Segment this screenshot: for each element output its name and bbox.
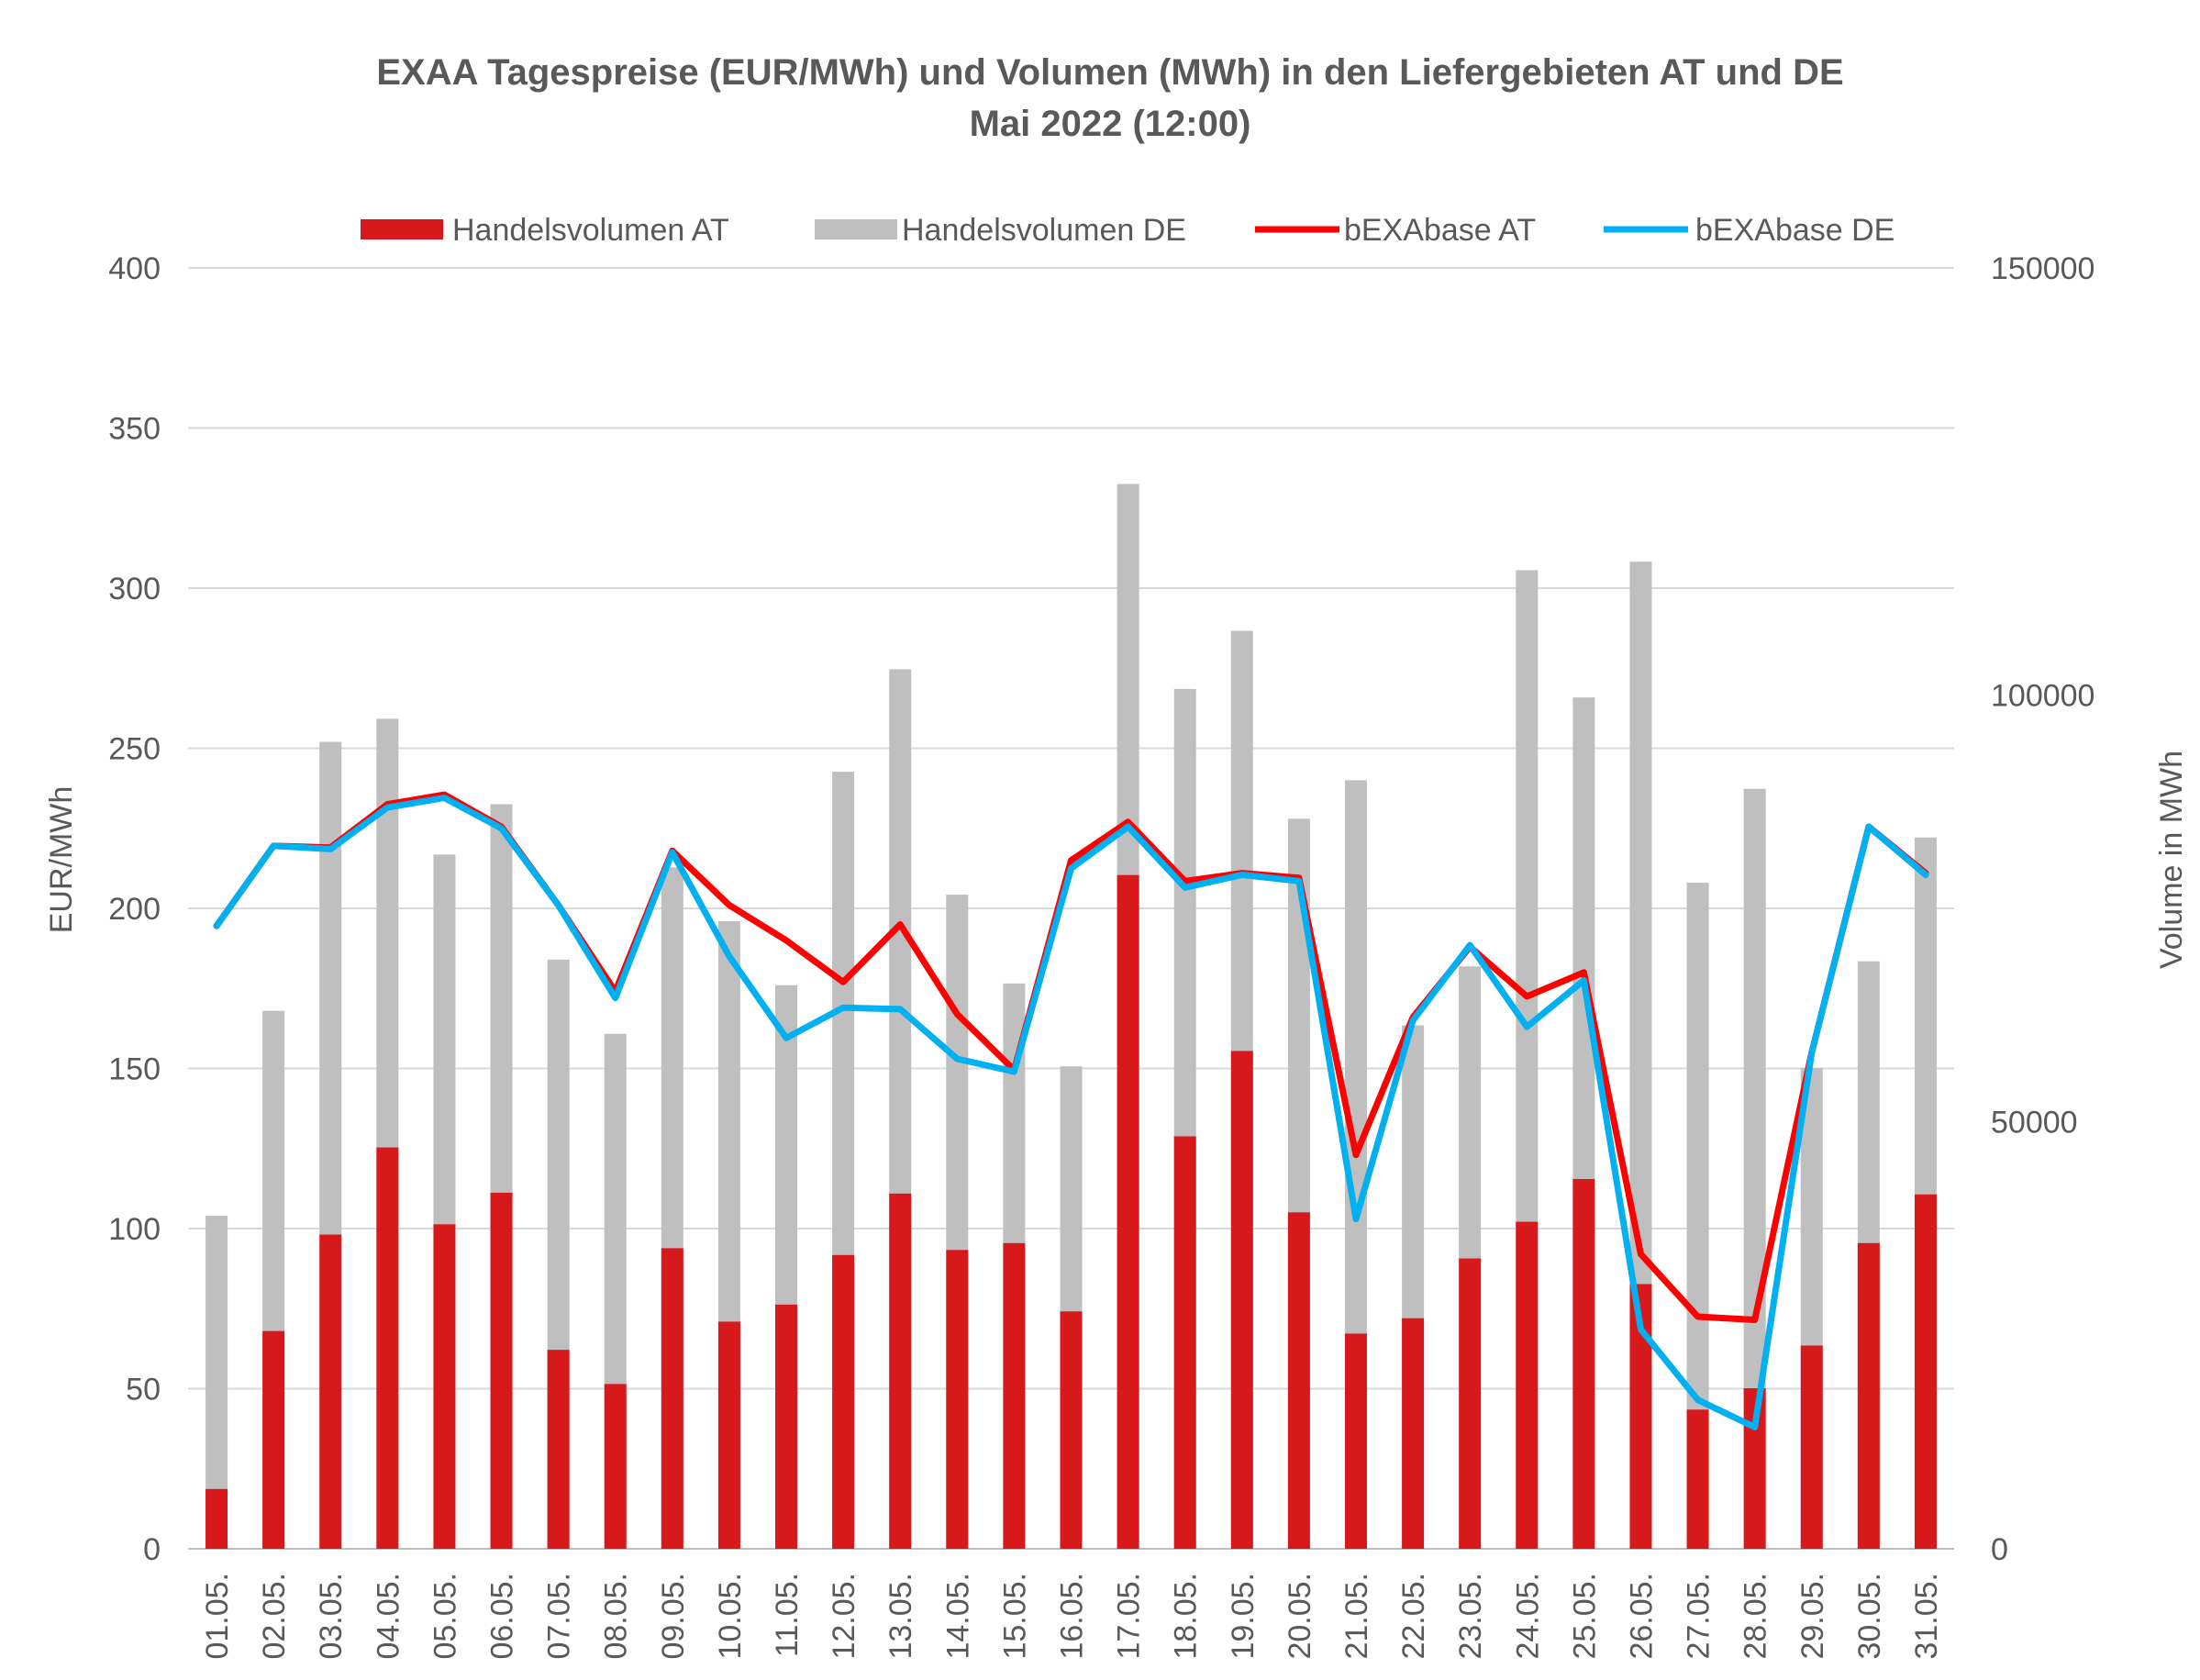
x-tick-label: 31.05. — [1909, 1573, 1944, 1660]
bar — [1857, 1242, 1880, 1549]
bar — [433, 1224, 456, 1549]
bar — [319, 1234, 342, 1549]
chart-title: EXAA Tagespreise (EUR/MWh) und Volumen (… — [376, 52, 1843, 93]
x-tick-label: 12.05. — [827, 1573, 861, 1660]
bar — [262, 1330, 285, 1549]
bar — [1173, 1136, 1196, 1549]
bar — [376, 1147, 399, 1549]
right-tick-label: 0 — [1991, 1532, 2008, 1567]
right-axis-label: Volume in MWh — [2154, 751, 2189, 969]
bar — [832, 1254, 855, 1549]
x-tick-label: 26.05. — [1624, 1573, 1659, 1660]
x-tick-label: 14.05. — [940, 1573, 975, 1660]
bar — [1459, 1258, 1482, 1549]
bar — [1344, 1333, 1367, 1549]
bar — [1572, 1179, 1595, 1549]
x-tick-label: 16.05. — [1055, 1573, 1090, 1660]
x-tick-label: 25.05. — [1567, 1573, 1602, 1660]
bar — [1287, 1212, 1310, 1549]
left-tick-label: 200 — [108, 892, 161, 927]
left-tick-label: 250 — [108, 732, 161, 767]
right-tick-label: 50000 — [1991, 1106, 2078, 1140]
x-tick-label: 30.05. — [1852, 1573, 1887, 1660]
x-tick-label: 21.05. — [1339, 1573, 1374, 1660]
bar — [490, 1192, 513, 1549]
line-series — [213, 791, 1929, 1430]
bar — [1516, 1221, 1539, 1549]
legend-swatch — [361, 219, 443, 239]
bar — [1402, 1318, 1425, 1549]
bar — [946, 1250, 969, 1549]
x-tick-label: 28.05. — [1739, 1573, 1773, 1660]
left-tick-label: 300 — [108, 572, 161, 606]
legend-label: Handelsvolumen DE — [902, 213, 1186, 248]
x-tick-label: 05.05. — [428, 1573, 462, 1660]
x-tick-label: 18.05. — [1169, 1573, 1204, 1660]
bar — [1117, 874, 1139, 1549]
bar — [889, 1193, 912, 1549]
x-tick-label: 10.05. — [713, 1573, 748, 1660]
bar — [717, 1321, 740, 1549]
bar-series — [206, 484, 1937, 1549]
bar — [1003, 1242, 1026, 1549]
x-tick-label: 06.05. — [485, 1573, 520, 1660]
x-tick-label: 01.05. — [200, 1573, 235, 1660]
bar — [547, 1350, 570, 1549]
bar — [775, 1304, 798, 1549]
bar — [1914, 1194, 1937, 1549]
left-axis-label: EUR/MWh — [44, 786, 79, 934]
legend-swatch — [815, 219, 897, 239]
legend-label: bEXAbase DE — [1695, 213, 1894, 248]
bar — [1230, 1051, 1253, 1549]
x-tick-label: 20.05. — [1283, 1573, 1317, 1660]
left-tick-label: 150 — [108, 1052, 161, 1087]
legend-label: Handelsvolumen AT — [452, 213, 729, 248]
bar — [1686, 1409, 1709, 1549]
x-tick-label: 17.05. — [1112, 1573, 1147, 1660]
legend: Handelsvolumen AT Handelsvolumen DE bEXAba… — [361, 213, 1894, 248]
series-line — [213, 795, 1929, 1430]
chart-subtitle: Mai 2022 (12:00) — [970, 104, 1251, 144]
x-axis: 01.05. 02.05. 03.05. 04.05. 05.05. 06.05. 07.0… — [200, 1573, 1944, 1660]
x-tick-label: 07.05. — [542, 1573, 577, 1660]
legend-label: bEXAbase AT — [1344, 213, 1536, 248]
left-axis: 0 50 100 150 200 250 300 350 400 — [108, 251, 161, 1567]
bar — [1800, 1345, 1823, 1549]
x-tick-label: 19.05. — [1226, 1573, 1261, 1660]
x-tick-label: 29.05. — [1795, 1573, 1830, 1660]
x-tick-label: 08.05. — [599, 1573, 634, 1660]
left-tick-label: 100 — [108, 1212, 161, 1247]
x-tick-label: 27.05. — [1682, 1573, 1717, 1660]
x-tick-label: 11.05. — [770, 1573, 805, 1657]
left-tick-label: 50 — [126, 1373, 161, 1407]
left-tick-label: 350 — [108, 412, 161, 447]
x-tick-label: 22.05. — [1396, 1573, 1431, 1660]
x-tick-label: 02.05. — [257, 1573, 292, 1660]
bar — [661, 1248, 683, 1549]
x-tick-label: 09.05. — [656, 1573, 691, 1660]
left-tick-label: 0 — [143, 1532, 161, 1567]
bar — [1060, 1311, 1083, 1549]
x-tick-label: 13.05. — [883, 1573, 918, 1660]
bar — [206, 1488, 228, 1549]
x-tick-label: 24.05. — [1510, 1573, 1545, 1660]
right-tick-label: 100000 — [1991, 678, 2094, 713]
x-tick-label: 23.05. — [1453, 1573, 1488, 1660]
left-tick-label: 400 — [108, 251, 161, 286]
bar — [604, 1384, 627, 1549]
x-tick-label: 15.05. — [997, 1573, 1032, 1660]
right-axis: 0 50000 100000 150000 — [1991, 251, 2094, 1567]
right-tick-label: 150000 — [1991, 251, 2094, 286]
x-tick-label: 04.05. — [371, 1573, 406, 1660]
x-tick-label: 03.05. — [314, 1573, 349, 1660]
